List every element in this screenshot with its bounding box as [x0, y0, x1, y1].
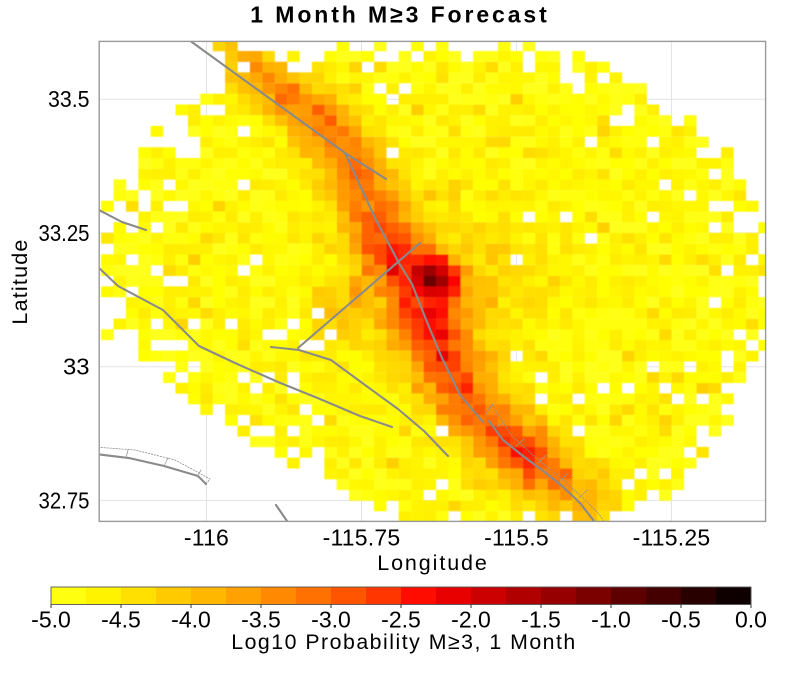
- svg-text:-1.0: -1.0: [591, 607, 631, 633]
- svg-text:33: 33: [63, 354, 90, 380]
- svg-text:-4.5: -4.5: [101, 607, 141, 633]
- svg-text:1 Month M≥3 Forecast: 1 Month M≥3 Forecast: [250, 2, 549, 28]
- svg-text:-4.0: -4.0: [171, 607, 211, 633]
- svg-text:-3.5: -3.5: [241, 607, 281, 633]
- svg-text:-0.5: -0.5: [661, 607, 701, 633]
- svg-text:33.5: 33.5: [48, 86, 90, 112]
- svg-text:-2.0: -2.0: [451, 607, 491, 633]
- svg-text:0.0: 0.0: [735, 607, 767, 633]
- svg-text:-115.75: -115.75: [323, 524, 401, 550]
- svg-text:-115.5: -115.5: [484, 524, 549, 550]
- svg-text:-5.0: -5.0: [31, 607, 71, 633]
- svg-text:-116: -116: [184, 524, 229, 550]
- svg-text:-3.0: -3.0: [311, 607, 351, 633]
- svg-text:Longitude: Longitude: [377, 551, 489, 575]
- svg-text:Log10 Probability M≥3, 1 Month: Log10 Probability M≥3, 1 Month: [231, 630, 577, 654]
- svg-text:-115.25: -115.25: [633, 524, 711, 550]
- svg-text:-2.5: -2.5: [381, 607, 421, 633]
- svg-text:33.25: 33.25: [39, 220, 90, 246]
- svg-text:-1.5: -1.5: [521, 607, 561, 633]
- svg-text:32.75: 32.75: [39, 487, 90, 513]
- svg-text:Latitude: Latitude: [8, 238, 32, 324]
